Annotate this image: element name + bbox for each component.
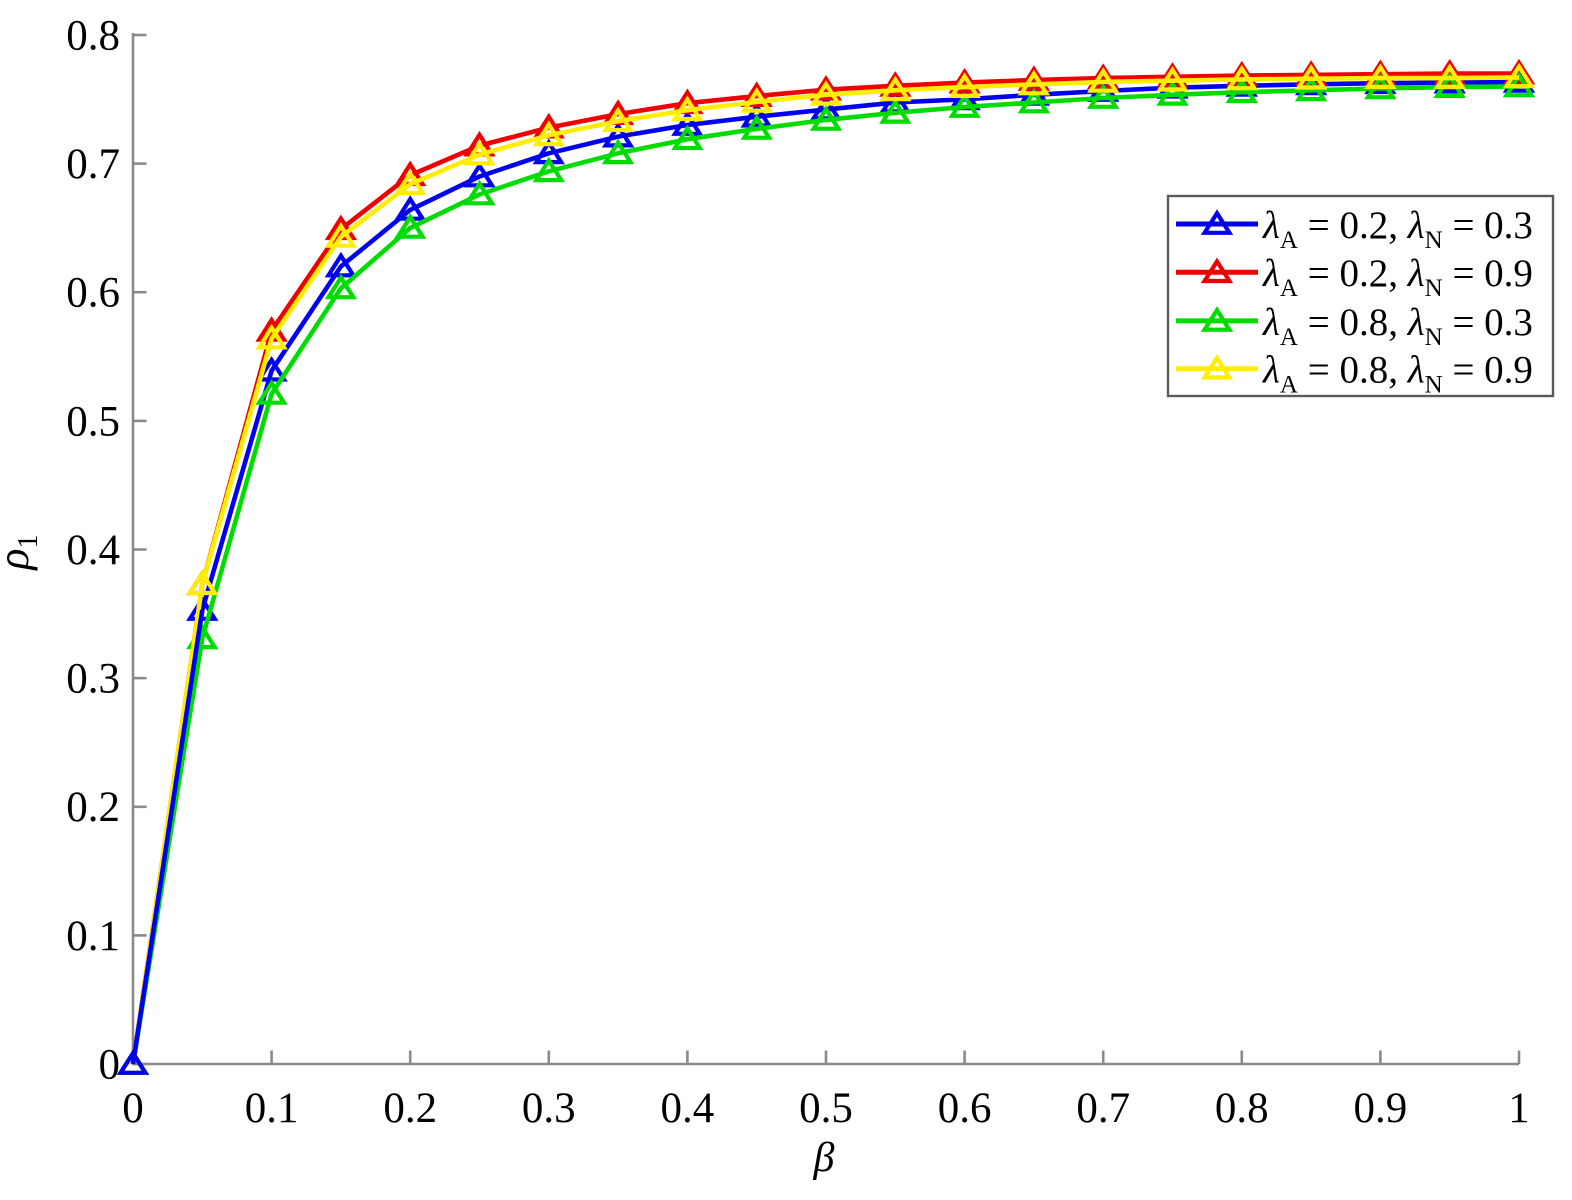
svg-text:0.6: 0.6 xyxy=(66,270,120,317)
svg-text:0.8: 0.8 xyxy=(1215,1085,1269,1132)
svg-text:0.5: 0.5 xyxy=(66,398,120,445)
svg-text:λA = 0.8, λN = 0.3: λA = 0.8, λN = 0.3 xyxy=(1262,301,1533,351)
svg-text:0.3: 0.3 xyxy=(522,1085,576,1132)
svg-text:λA = 0.2, λN = 0.9: λA = 0.2, λN = 0.9 xyxy=(1262,252,1533,302)
svg-text:0.6: 0.6 xyxy=(938,1085,992,1132)
svg-text:0.9: 0.9 xyxy=(1354,1085,1408,1132)
svg-text:0.1: 0.1 xyxy=(245,1085,299,1132)
svg-text:0.8: 0.8 xyxy=(66,13,120,60)
svg-text:0.4: 0.4 xyxy=(661,1085,715,1132)
svg-text:ρ1: ρ1 xyxy=(0,534,44,571)
svg-text:1: 1 xyxy=(1508,1085,1530,1132)
svg-text:0.5: 0.5 xyxy=(799,1085,853,1132)
svg-text:0.2: 0.2 xyxy=(66,784,120,831)
svg-text:0: 0 xyxy=(99,1042,121,1089)
svg-text:λA = 0.2, λN = 0.3: λA = 0.2, λN = 0.3 xyxy=(1262,204,1533,254)
svg-text:λA = 0.8, λN = 0.9: λA = 0.8, λN = 0.9 xyxy=(1262,349,1533,399)
svg-text:0.1: 0.1 xyxy=(66,913,120,960)
svg-text:0.2: 0.2 xyxy=(383,1085,437,1132)
svg-text:0.7: 0.7 xyxy=(66,141,120,188)
svg-text:0.7: 0.7 xyxy=(1076,1085,1130,1132)
svg-text:β: β xyxy=(813,1135,835,1181)
svg-text:0.3: 0.3 xyxy=(66,656,120,703)
svg-text:0: 0 xyxy=(122,1085,144,1132)
svg-text:0.4: 0.4 xyxy=(66,527,120,574)
